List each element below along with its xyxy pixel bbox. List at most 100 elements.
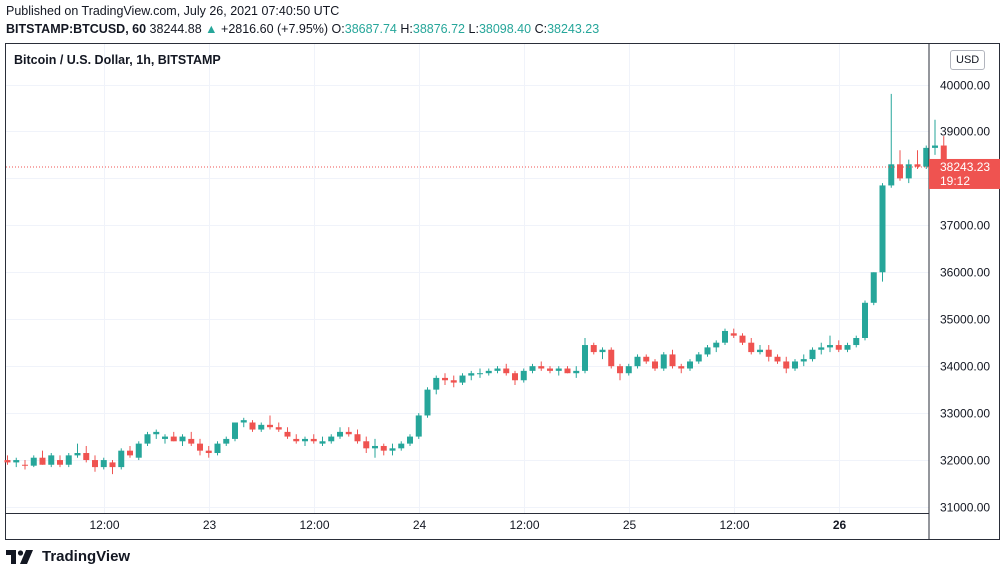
candle: [713, 340, 720, 353]
candle-body: [617, 366, 623, 374]
candle-body: [564, 368, 571, 374]
candle: [853, 335, 860, 348]
currency-button[interactable]: USD: [950, 50, 986, 70]
candle-body: [389, 448, 396, 451]
candle-body: [800, 359, 807, 362]
candle-body: [695, 354, 702, 362]
last-price: 38244.88: [149, 22, 202, 36]
tradingview-brand: TradingView: [42, 548, 131, 565]
candle-body: [748, 342, 755, 353]
candle: [310, 434, 317, 444]
candle: [179, 434, 186, 446]
tradingview-logo-icon: [6, 549, 33, 564]
candle: [415, 413, 422, 439]
candle: [118, 448, 125, 470]
last-price-label: 38243.23: [940, 160, 990, 174]
x-tick-label: 12:00: [509, 518, 539, 532]
x-tick-label: 26: [833, 518, 847, 532]
candle-body: [844, 345, 851, 350]
candle: [74, 443, 81, 458]
candle-body: [774, 356, 781, 362]
candle-body: [704, 347, 711, 355]
candle: [258, 422, 265, 432]
candle-body: [669, 354, 676, 367]
candle-body: [853, 338, 860, 346]
candle-body: [468, 373, 475, 376]
candle: [792, 359, 798, 371]
candle-body: [109, 462, 116, 468]
candle: [363, 436, 370, 454]
candle-body: [232, 422, 238, 439]
candle-body: [424, 389, 431, 416]
candle-body: [293, 438, 300, 442]
candle: [328, 434, 335, 444]
candle-body: [608, 349, 615, 367]
candle-body: [477, 373, 483, 375]
candle: [923, 145, 930, 169]
y-tick-label: 34000.00: [940, 360, 990, 374]
tradingview-logo[interactable]: TradingView: [6, 548, 130, 565]
candle-body: [625, 366, 632, 374]
candle: [555, 366, 562, 376]
candle: [870, 272, 877, 306]
candle: [65, 453, 72, 468]
chart-frame: [5, 43, 1000, 540]
candle-body: [372, 445, 378, 449]
y-tick-label: 39000.00: [940, 125, 990, 139]
candle: [757, 345, 763, 355]
candle: [240, 417, 247, 428]
candle-body: [162, 436, 168, 439]
candle: [582, 338, 588, 374]
candle-body: [538, 366, 545, 369]
candle: [284, 427, 291, 439]
candle: [337, 427, 343, 439]
candle-body: [932, 145, 938, 148]
candle: [468, 370, 475, 381]
candle: [433, 375, 440, 395]
candle-body: [485, 370, 492, 374]
candle-body: [765, 349, 772, 357]
candle: [485, 368, 492, 376]
open-value: 38687.74: [344, 22, 397, 36]
candle: [170, 431, 177, 442]
candle-body: [337, 431, 343, 437]
candle-body: [634, 356, 641, 367]
x-tick-label: 12:00: [719, 518, 749, 532]
candle-body: [179, 436, 186, 442]
candle-body: [870, 272, 877, 303]
candle: [835, 340, 842, 353]
candle: [809, 347, 816, 362]
candle-body: [100, 460, 107, 468]
candle: [13, 457, 20, 468]
candle: [57, 455, 63, 468]
candle-body: [240, 420, 247, 423]
close-label: C:: [534, 22, 548, 36]
low-value: 38098.40: [478, 22, 532, 36]
candle: [424, 387, 431, 418]
high-value: 38876.72: [412, 22, 466, 36]
candle: [748, 338, 755, 355]
candle: [92, 455, 98, 472]
candle: [494, 366, 501, 374]
candle: [739, 333, 746, 346]
candle: [879, 183, 886, 282]
candle-body: [914, 164, 921, 167]
candle: [144, 431, 151, 446]
y-tick-label: 35000.00: [940, 313, 990, 327]
candle-body: [555, 368, 562, 371]
candle: [380, 443, 387, 456]
candle: [153, 429, 160, 439]
candle-body: [582, 345, 588, 371]
candle: [547, 366, 553, 374]
candle: [275, 422, 282, 432]
candle: [302, 436, 308, 446]
candle: [100, 457, 107, 470]
candle-body: [328, 436, 335, 442]
candle: [162, 434, 168, 444]
candle-body: [223, 438, 230, 444]
candle: [573, 366, 580, 378]
candle-body: [722, 330, 728, 343]
candle: [109, 460, 116, 475]
candle-body: [407, 436, 413, 444]
